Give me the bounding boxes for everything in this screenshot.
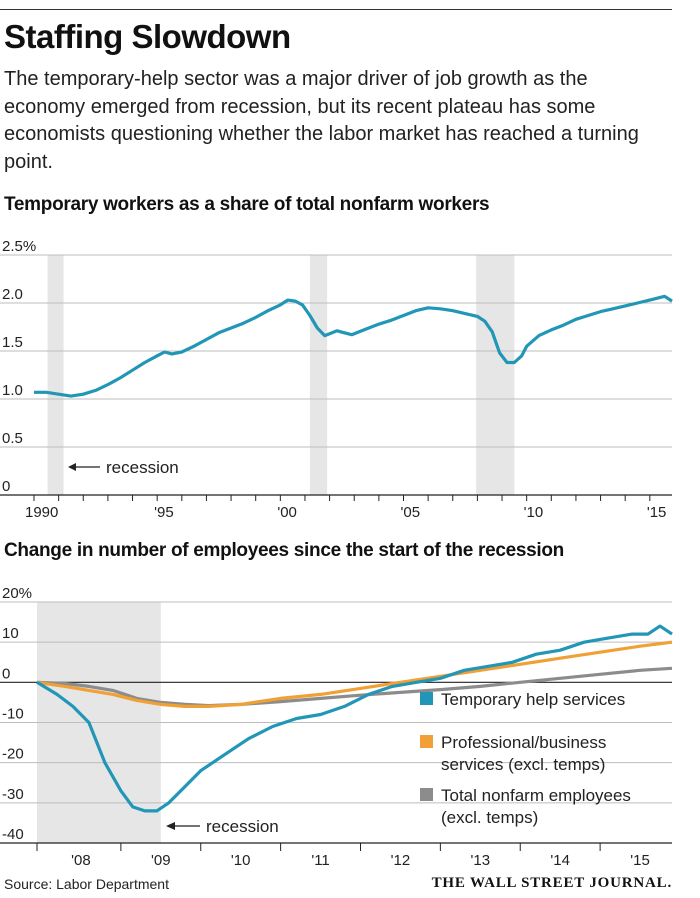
- legend-swatch-prof: [420, 735, 433, 748]
- x-tick-label: '11: [311, 852, 329, 869]
- recession-arrow-head: [68, 463, 76, 471]
- legend-label-total: Total nonfarm employees (excl. temps): [441, 786, 631, 827]
- prof-series-line: [36, 640, 673, 708]
- x-tick-label: '14: [550, 852, 570, 869]
- x-tick-label: '00: [277, 504, 297, 521]
- recession-band-0: [47, 255, 64, 495]
- x-tick-label: '10: [524, 504, 544, 521]
- publisher-logo: THE WALL STREET JOURNAL.: [431, 875, 672, 891]
- y-tick-label: -40: [2, 826, 24, 843]
- y-tick-label: 2.0: [2, 286, 23, 303]
- recession-arrow-head: [166, 822, 175, 830]
- y-tick-label: 0.5: [2, 430, 23, 447]
- x-tick-label: '09: [151, 852, 171, 869]
- x-tick-label: '13: [471, 852, 491, 869]
- recession-band-2: [476, 255, 515, 495]
- share-chart: 2.5% 2.0 1.5 1.0 0.5 0 1990 '95 '00 '05 '10 '15 rece…: [0, 238, 673, 521]
- legend-swatch-total: [420, 788, 433, 801]
- y-tick-label: -30: [2, 786, 24, 803]
- y-tick-label: 10: [2, 625, 19, 642]
- chart1-title: Temporary workers as a share of total no…: [4, 194, 490, 215]
- x-tick-label: '15: [630, 852, 650, 869]
- x-tick-label: '95: [154, 504, 174, 521]
- page-title: Staffing Slowdown: [4, 18, 291, 55]
- x-tick-label: '12: [391, 852, 411, 869]
- recession-annotation: recession: [206, 817, 279, 836]
- x-tick-label: '05: [400, 504, 420, 521]
- y-tick-label: 1.0: [2, 382, 23, 399]
- temp-share-line: [34, 294, 673, 398]
- source-note: Source: Labor Department: [4, 876, 169, 892]
- x-tick-label: '08: [71, 852, 91, 869]
- recession-band-1: [309, 255, 328, 495]
- y-tick-label: 20%: [2, 585, 32, 602]
- chart2-title: Change in number of employees since the …: [4, 540, 564, 561]
- y-tick-label: 0: [2, 665, 10, 682]
- y-tick-label: 1.5: [2, 334, 23, 351]
- x-tick-label: '10: [231, 852, 251, 869]
- y-tick-label: 0: [2, 478, 10, 495]
- x-tick-label: 1990: [25, 504, 58, 521]
- top-rule: [0, 9, 672, 10]
- y-tick-label: 2.5%: [2, 238, 36, 255]
- temp-series-line: [36, 624, 673, 813]
- legend-label-temp: Temporary help services: [441, 690, 625, 709]
- recession-annotation: recession: [106, 458, 179, 477]
- page-subtitle: The temporary-help sector was a major dr…: [4, 68, 639, 173]
- legend-label-prof: Professional/business services (excl. tem…: [441, 733, 606, 774]
- x-tick-label: '15: [647, 504, 667, 521]
- y-tick-label: -20: [2, 746, 24, 763]
- y-tick-label: -10: [2, 706, 24, 723]
- legend-swatch-temp: [420, 692, 433, 705]
- total-series-line: [36, 666, 673, 708]
